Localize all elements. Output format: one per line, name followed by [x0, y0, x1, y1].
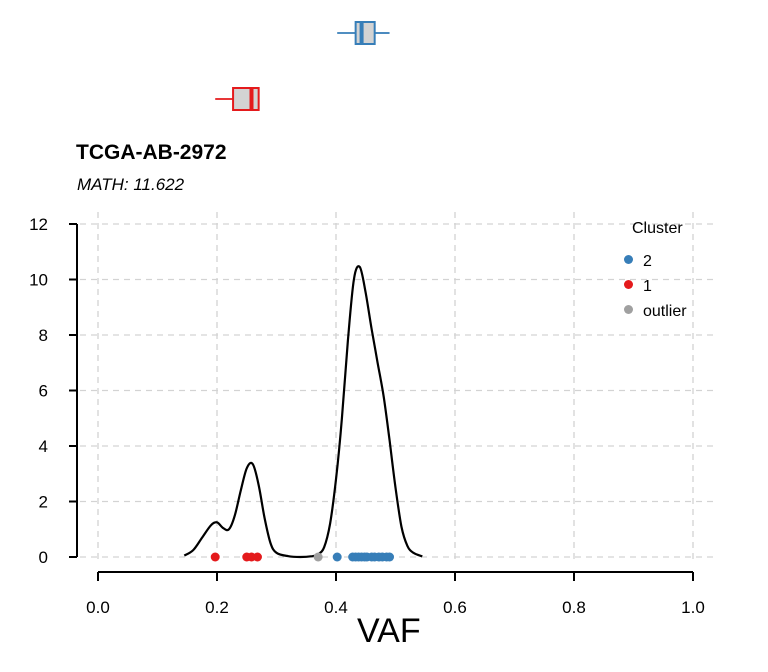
legend-dot-1	[624, 280, 633, 290]
y-tick-label: 2	[39, 493, 48, 512]
x-tick-label: 0.6	[443, 598, 467, 617]
y-tick-label: 8	[39, 326, 48, 345]
legend-label-2: 2	[643, 253, 652, 270]
y-tick-label: 12	[29, 215, 48, 234]
legend-label-1: 1	[643, 278, 652, 295]
vaf-point-cluster-2	[385, 552, 395, 562]
vaf-point-cluster-2	[332, 552, 342, 562]
x-tick-label: 0.2	[205, 598, 229, 617]
boxplot-box-cluster-2	[354, 21, 376, 45]
chart-title: TCGA-AB-2972	[76, 141, 227, 164]
x-axis-label: VAF	[357, 612, 421, 650]
chart-subtitle: MATH: 11.622	[77, 175, 185, 194]
vaf-point-cluster-1	[252, 552, 262, 562]
y-tick-label: 6	[39, 382, 48, 401]
grid-lines	[80, 212, 718, 560]
x-tick-label: 0.0	[86, 598, 110, 617]
legend-dot-outlier	[624, 305, 633, 315]
vaf-point-cluster-1	[210, 552, 220, 562]
legend-title: Cluster	[632, 220, 683, 237]
y-tick-label: 10	[29, 271, 48, 290]
legend-item-1: 1	[624, 277, 652, 297]
boxplot-box-cluster-1	[232, 87, 260, 111]
x-tick-label: 0.4	[324, 598, 348, 617]
legend-label-outlier: outlier	[643, 303, 687, 320]
y-tick-label: 4	[39, 437, 48, 456]
legend-item-outlier: outlier	[624, 302, 687, 322]
density-curve	[183, 265, 423, 559]
cluster-boxplots	[215, 21, 390, 111]
x-tick-label: 1.0	[681, 598, 705, 617]
y-tick-label: 0	[39, 548, 48, 567]
vaf-point-cluster-outlier	[313, 552, 323, 562]
x-tick-label: 0.8	[562, 598, 586, 617]
legend-item-2: 2	[624, 252, 652, 272]
vaf-points	[210, 552, 395, 562]
legend-dot-2	[624, 255, 633, 265]
